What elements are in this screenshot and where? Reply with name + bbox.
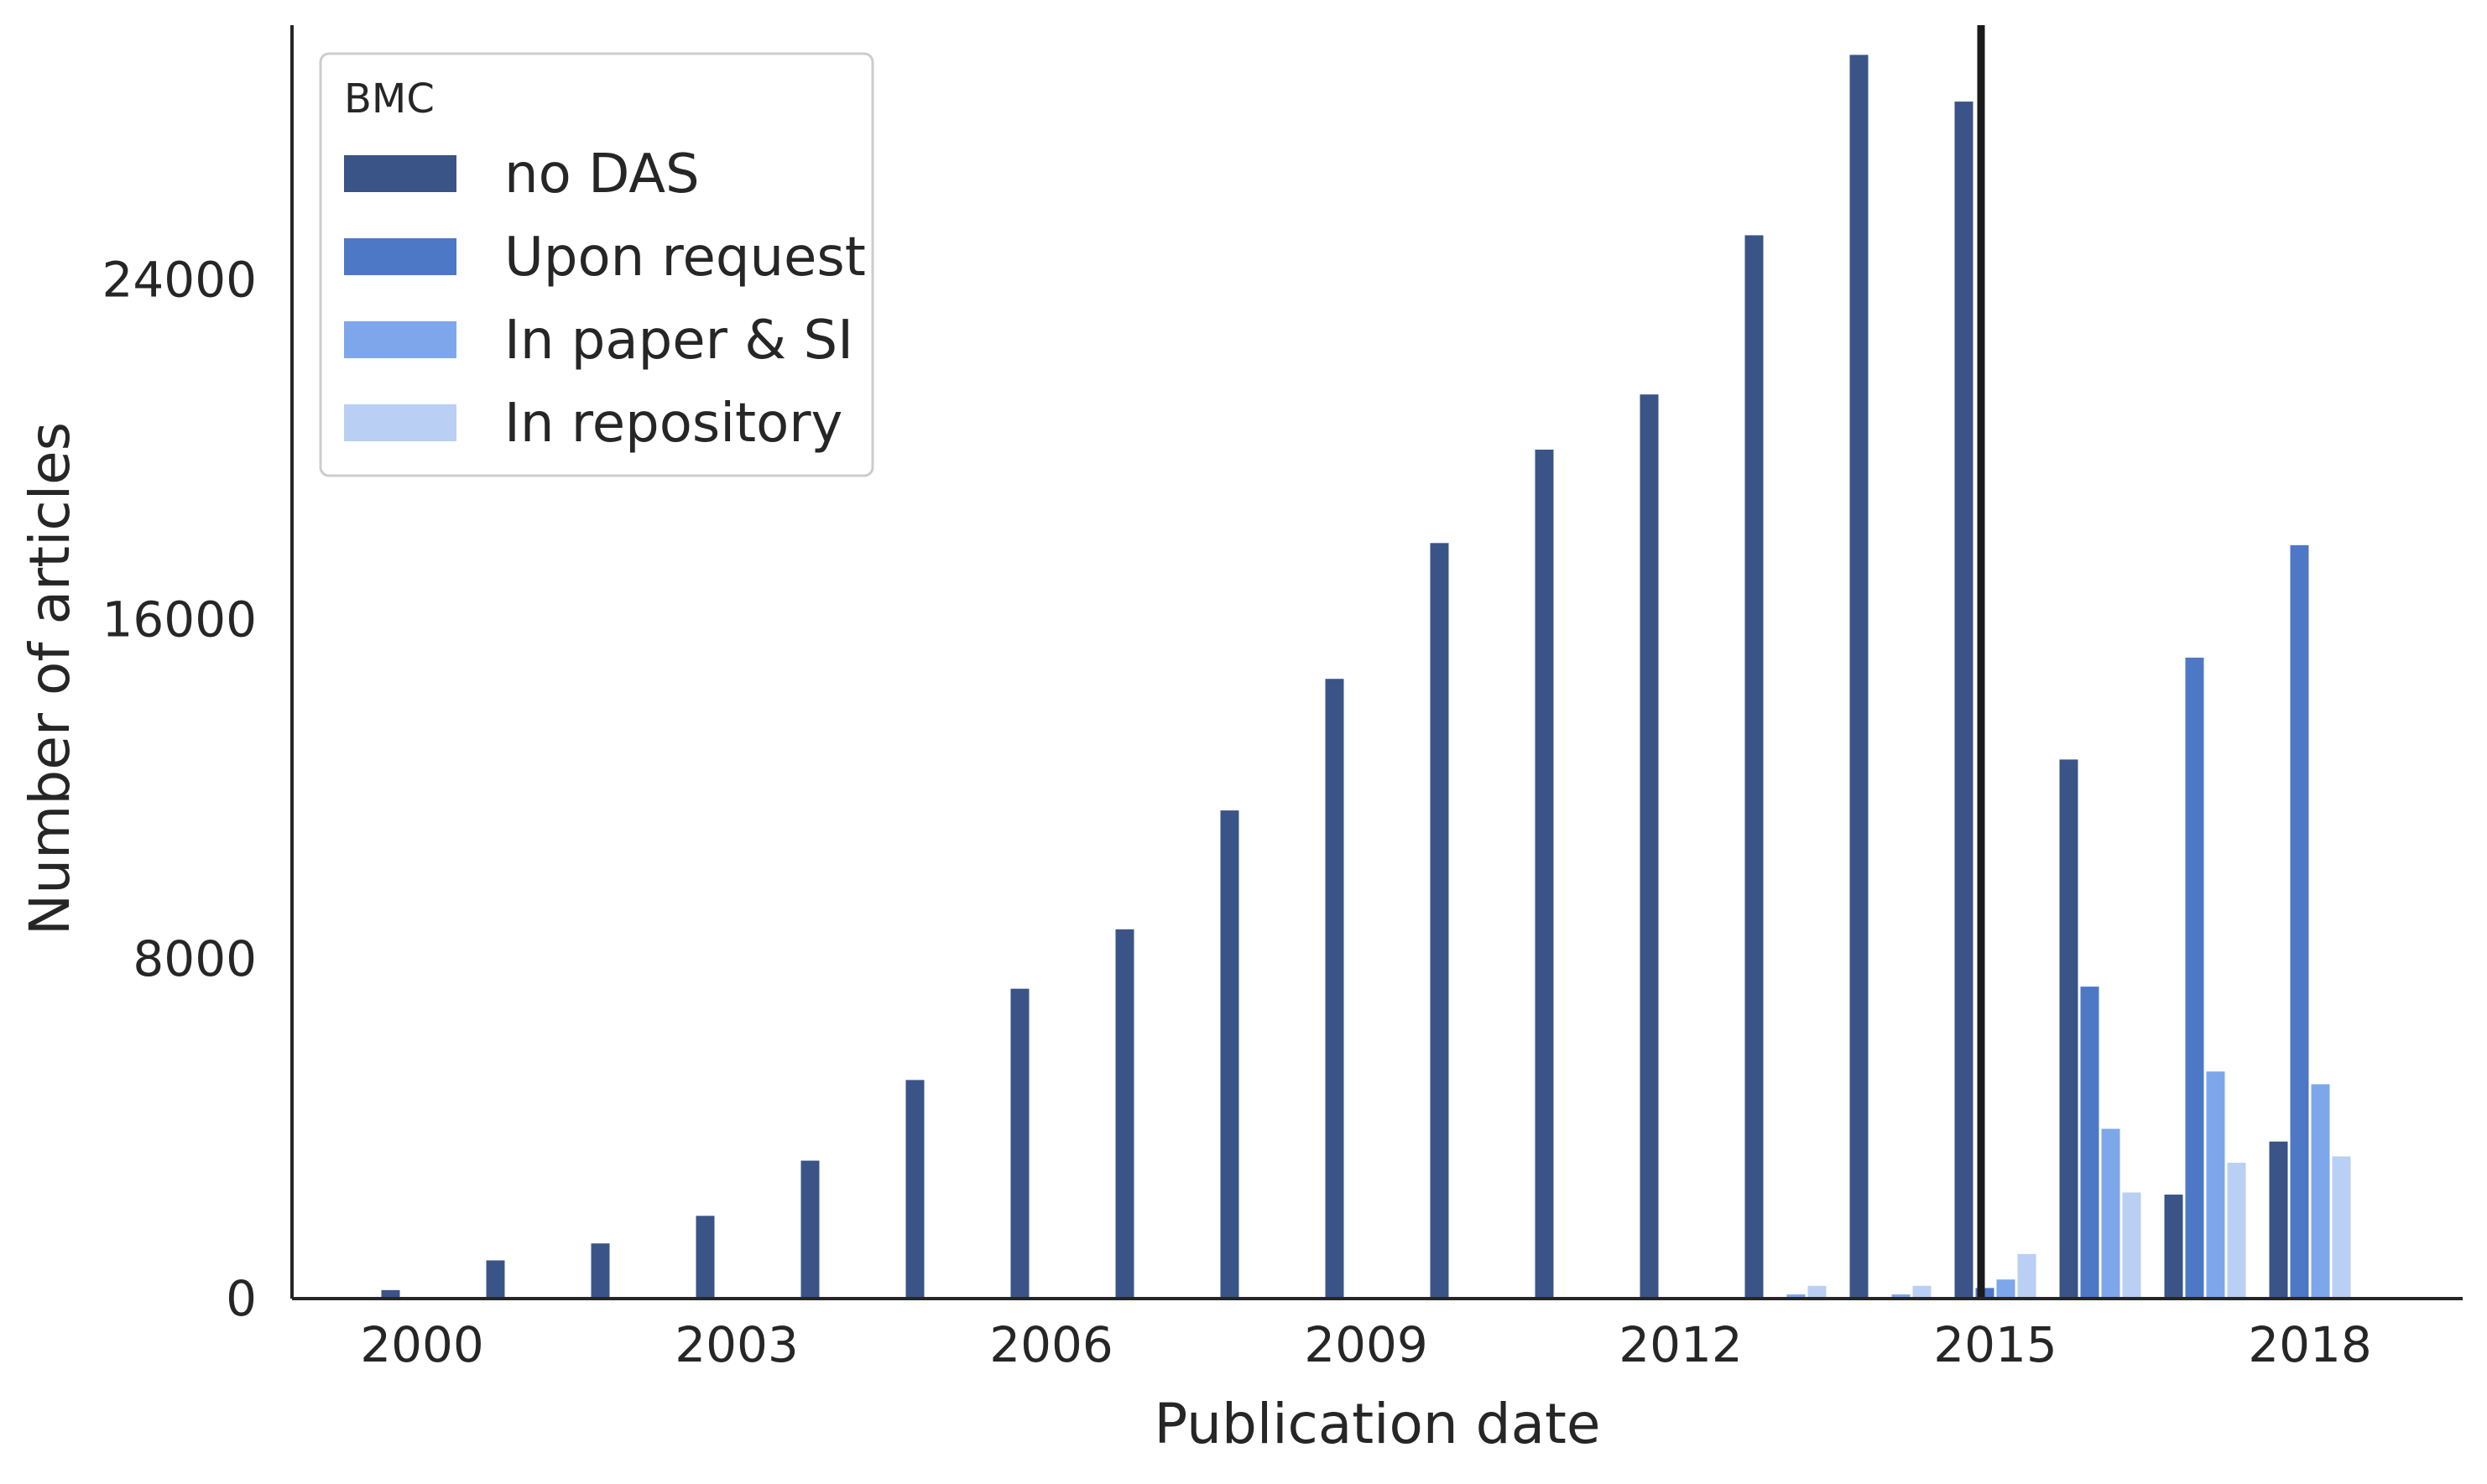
x-axis-title: Publication date (1155, 1392, 1601, 1456)
bar-in-paper-si-2013 (1786, 1294, 1806, 1299)
bar-upon-request-2018 (2290, 544, 2309, 1299)
bar-no-das-2000 (381, 1289, 400, 1299)
legend-title: BMC (344, 76, 435, 122)
ticks-layer: 0 8000 16000 24000 2000 2003 2006 2009 2012 2015 2… (102, 252, 2371, 1373)
y-tick-label: 8000 (133, 930, 257, 987)
bar-no-das-2011 (1535, 450, 1554, 1299)
bar-no-das-2005 (905, 1080, 925, 1299)
bar-no-das-2013 (1744, 235, 1764, 1299)
legend: BMC no DAS Upon request In paper & SI In re… (319, 52, 874, 477)
legend-label: In paper & SI (504, 310, 853, 372)
y-tick-label: 16000 (102, 591, 257, 648)
x-tick-label: 2006 (989, 1316, 1113, 1373)
x-tick-label: 2018 (2248, 1316, 2372, 1373)
bar-in-paper-si-2014 (1891, 1294, 1911, 1299)
legend-swatch (344, 155, 456, 192)
x-tick-label: 2000 (360, 1316, 484, 1373)
bar-no-das-2017 (2164, 1195, 2183, 1299)
bar-no-das-2003 (696, 1216, 715, 1299)
bar-no-das-2010 (1430, 543, 1449, 1299)
legend-label: no DAS (504, 143, 700, 206)
x-tick-label: 2012 (1619, 1316, 1743, 1373)
bar-no-das-2014 (1849, 55, 1869, 1299)
bar-no-das-2007 (1115, 929, 1134, 1299)
bar-no-das-2008 (1220, 810, 1239, 1299)
bar-in-repository-2017 (2227, 1163, 2246, 1299)
bar-in-repository-2014 (1912, 1285, 1932, 1299)
legend-swatch (344, 321, 456, 358)
bar-no-das-2016 (2059, 759, 2078, 1299)
y-axis-title: Number of articles (18, 422, 82, 935)
bar-in-paper-si-2018 (2311, 1084, 2330, 1299)
bar-no-das-2018 (2269, 1141, 2288, 1299)
bar-in-paper-si-2016 (2101, 1128, 2120, 1299)
bar-in-paper-si-2017 (2206, 1071, 2225, 1299)
x-tick-label: 2003 (675, 1316, 799, 1373)
bar-in-repository-2016 (2122, 1192, 2141, 1299)
bars-layer (381, 55, 2351, 1299)
bar-no-das-2009 (1325, 679, 1344, 1299)
bar-upon-request-2016 (2080, 987, 2099, 1299)
legend-items: no DAS Upon request In paper & SI In reposi… (344, 143, 866, 455)
x-tick-label: 2015 (1933, 1316, 2057, 1373)
legend-label: In repository (504, 393, 842, 455)
legend-label: Upon request (504, 227, 866, 289)
bar-no-das-2001 (486, 1260, 505, 1299)
bar-no-das-2012 (1640, 394, 1659, 1299)
axes-layer (290, 25, 2463, 1300)
bar-in-paper-si-2015 (1996, 1279, 2015, 1299)
bar-in-repository-2018 (2332, 1156, 2351, 1299)
bar-in-repository-2013 (1807, 1285, 1827, 1299)
y-tick-label: 24000 (102, 252, 257, 309)
legend-box (319, 52, 874, 477)
y-tick-label: 0 (226, 1270, 257, 1327)
x-tick-label: 2009 (1304, 1316, 1428, 1373)
bar-no-das-2004 (800, 1160, 820, 1299)
bar-no-das-2002 (591, 1243, 610, 1299)
legend-swatch (344, 238, 456, 275)
bar-no-das-2015 (1954, 102, 1973, 1299)
legend-swatch (344, 404, 456, 441)
bar-in-repository-2015 (2017, 1253, 2036, 1299)
bar-upon-request-2017 (2185, 657, 2204, 1299)
bar-no-das-2006 (1010, 988, 1030, 1299)
